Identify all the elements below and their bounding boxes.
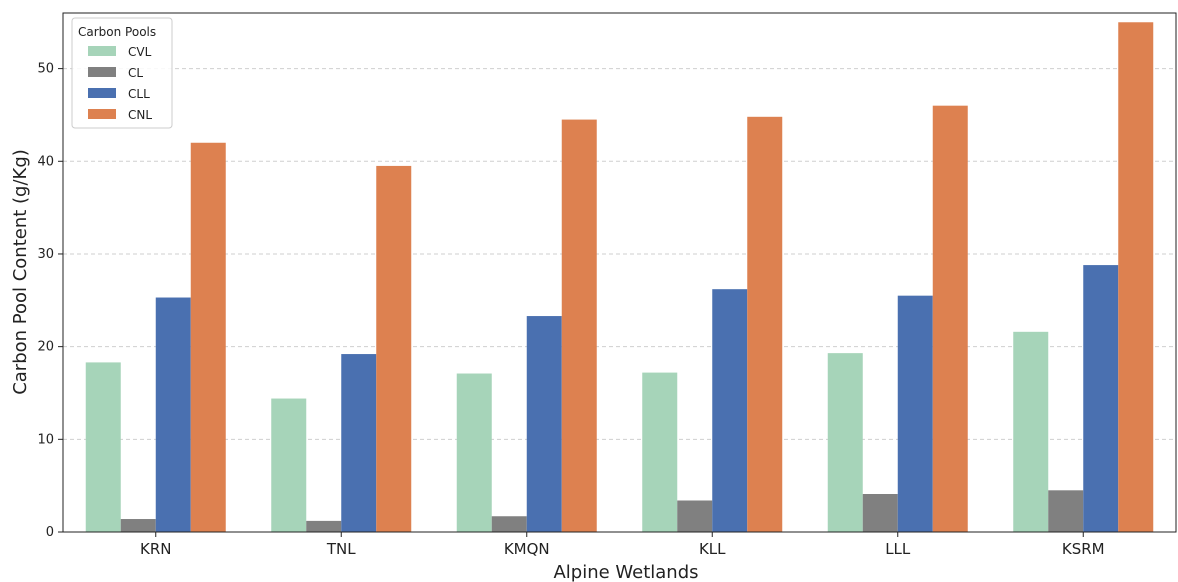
y-tick-label: 0	[46, 525, 54, 540]
legend-swatch-cl	[88, 67, 116, 77]
bar-cvl-lll	[827, 353, 863, 532]
legend-swatch-cvl	[88, 46, 116, 56]
y-tick-label: 50	[37, 62, 54, 77]
bar-cnl-ksrm	[1118, 22, 1154, 533]
x-tick-label: KMQN	[504, 540, 550, 558]
bar-cl-tnl	[306, 520, 342, 532]
bar-cll-tnl	[341, 354, 377, 532]
y-tick-label: 10	[37, 432, 54, 447]
x-ticks: KRN TNL KMQN KLL LLL KSRM	[140, 532, 1105, 558]
bar-cvl-kmqn	[456, 373, 492, 532]
y-tick-label: 20	[37, 340, 54, 355]
legend-label-cl: CL	[128, 66, 143, 80]
bar-cvl-kll	[642, 372, 678, 532]
bar-cl-ksrm	[1048, 490, 1084, 532]
bar-cll-ksrm	[1083, 265, 1119, 532]
bars	[85, 22, 1154, 533]
x-tick-label: KSRM	[1062, 540, 1105, 558]
legend-items: CVL CL CLL CNL	[88, 45, 152, 122]
legend-swatch-cnl	[88, 109, 116, 119]
bar-cll-krn	[155, 297, 191, 532]
legend-label-cvl: CVL	[128, 45, 152, 59]
y-tick-label: 40	[37, 154, 54, 169]
grid-lines	[63, 68, 1176, 440]
y-axis-label: Carbon Pool Content (g/Kg)	[10, 149, 31, 395]
plot-frame	[62, 12, 1177, 533]
bar-cnl-krn	[190, 142, 226, 532]
x-tick-label: LLL	[885, 540, 911, 558]
bar-cl-kll	[677, 500, 713, 532]
x-axis-label: Alpine Wetlands	[553, 562, 698, 582]
bar-cl-lll	[862, 494, 898, 532]
y-tick-label: 30	[37, 247, 54, 262]
bar-cl-krn	[120, 519, 156, 532]
bar-cnl-kmqn	[561, 119, 597, 533]
bar-cnl-kll	[747, 116, 783, 533]
x-tick-label: TNL	[326, 540, 356, 558]
x-tick-label: KLL	[699, 540, 726, 558]
bar-cnl-tnl	[376, 165, 412, 532]
bar-cvl-tnl	[271, 398, 307, 532]
bar-cnl-lll	[932, 105, 968, 532]
bar-cvl-krn	[85, 362, 121, 532]
bar-cll-kmqn	[526, 316, 562, 532]
legend-label-cnl: CNL	[128, 108, 152, 122]
legend: Carbon Pools CVL CL CLL CNL	[71, 17, 173, 129]
bar-cll-lll	[897, 295, 933, 532]
y-ticks: 0 10 20 30 40 50	[37, 62, 63, 540]
legend-frame	[71, 17, 173, 129]
legend-swatch-cll	[88, 88, 116, 98]
bar-cl-kmqn	[491, 516, 527, 532]
legend-title: Carbon Pools	[78, 25, 156, 39]
bar-cvl-ksrm	[1013, 331, 1049, 532]
bar-cll-kll	[712, 289, 748, 532]
x-tick-label: KRN	[140, 540, 171, 558]
axes	[62, 12, 1177, 533]
legend-label-cll: CLL	[128, 87, 150, 101]
